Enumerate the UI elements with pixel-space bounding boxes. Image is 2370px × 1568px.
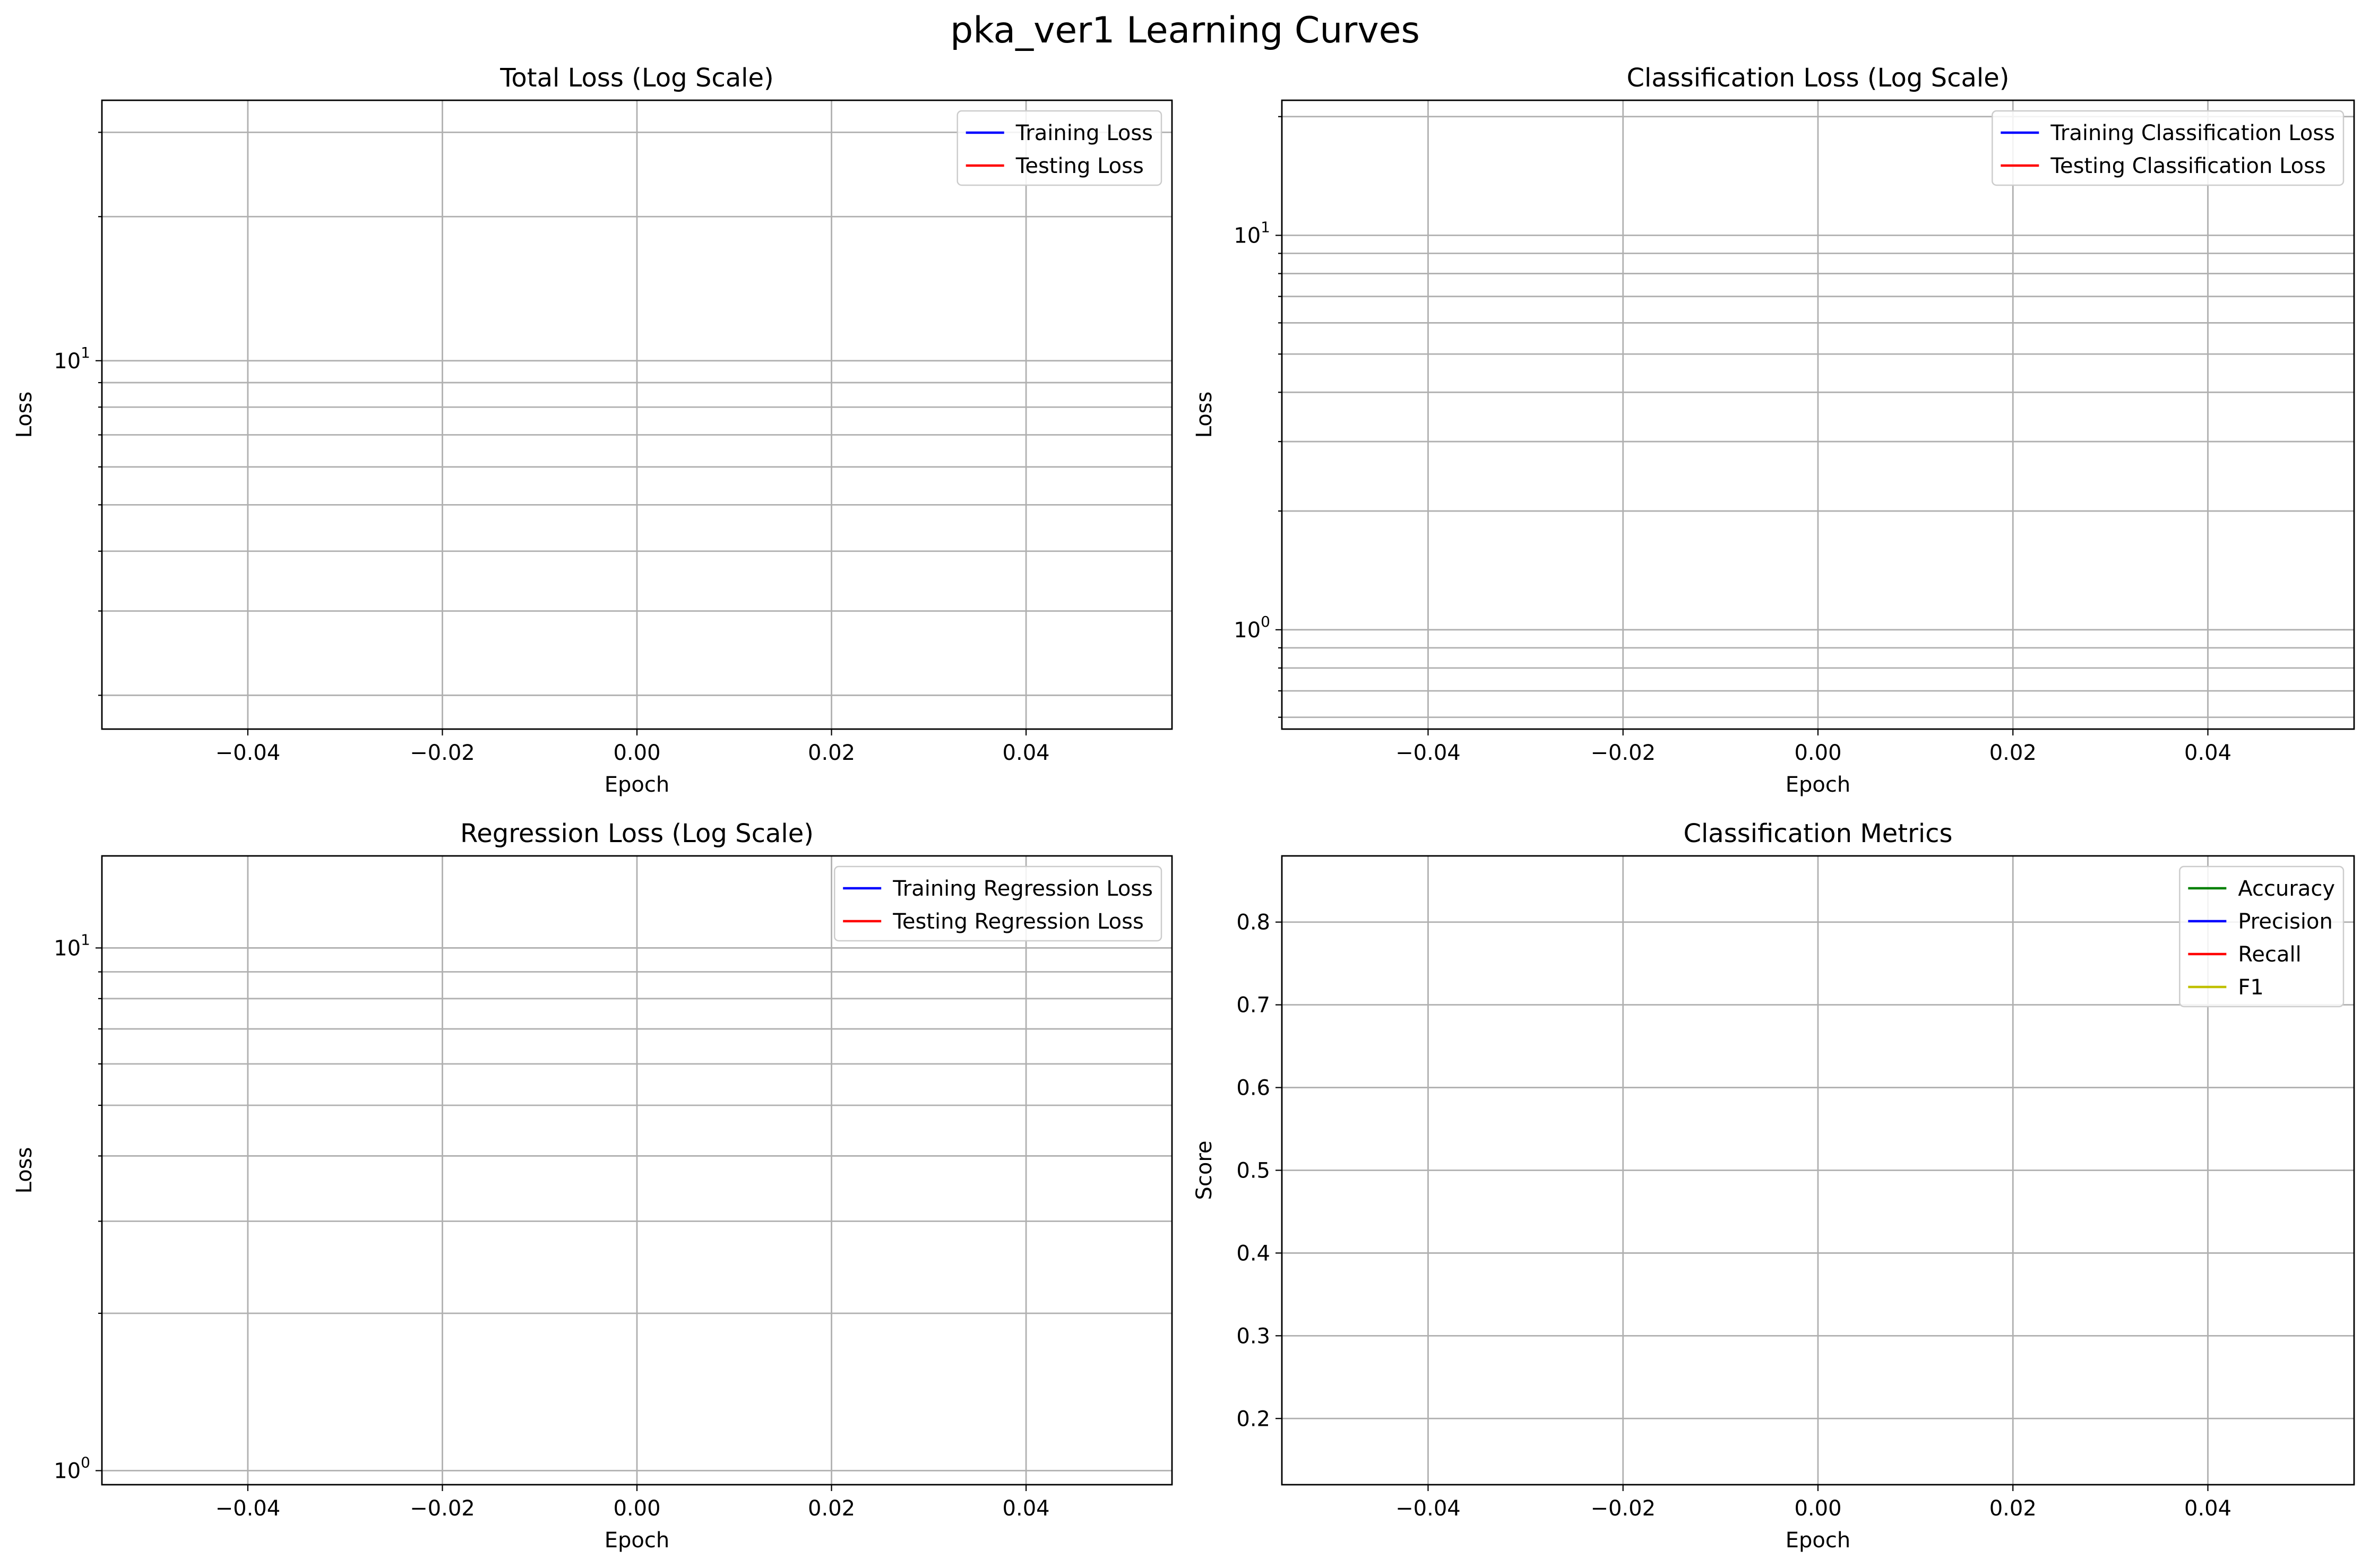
y-tick-label: 101 (54, 344, 90, 374)
x-tick-label: 0.04 (1003, 1496, 1050, 1521)
subplot-title: Total Loss (Log Scale) (499, 63, 773, 93)
figure-title: pka_ver1 Learning Curves (950, 10, 1420, 51)
x-axis-label: Epoch (1786, 1528, 1850, 1553)
legend-label-training-regression-loss: Training Regression Loss (892, 877, 1153, 901)
axes-frame (1281, 99, 2355, 730)
x-tick-label: 0.02 (1989, 1496, 2037, 1521)
subplot-total-loss-log-scale: 101 −0.04 −0.02 0.00 0.02 0.04 Total Loss (Log… (12, 63, 1173, 797)
x-tick-label: −0.04 (216, 741, 281, 765)
y-tick-label: 0.3 (1236, 1324, 1270, 1348)
x-axis-label: Epoch (605, 1528, 669, 1553)
y-tick-label: 100 (54, 1454, 90, 1484)
axes-frame (1281, 855, 2355, 1486)
x-tick-label: −0.02 (410, 741, 475, 765)
y-tick-label: 100 (1234, 613, 1270, 643)
legend-label-f1: F1 (2238, 975, 2263, 1000)
x-tick-label: −0.02 (410, 1496, 475, 1521)
y-axis-label: Score (1192, 1140, 1217, 1200)
x-tick-label: 0.02 (1989, 741, 2037, 765)
subplot-title: Classification Metrics (1683, 819, 1952, 848)
x-axis-label: Epoch (1786, 773, 1850, 797)
x-tick-label: 0.00 (613, 741, 660, 765)
y-tick-label: 101 (54, 931, 90, 960)
legend: Accuracy Precision Recall F1 (2179, 865, 2345, 1008)
legend-frame (1992, 110, 2345, 186)
x-tick-label: −0.02 (1590, 741, 1656, 765)
legend-label-precision: Precision (2238, 909, 2332, 934)
legend-label-training-loss: Training Loss (1015, 121, 1153, 145)
x-axis-label: Epoch (605, 773, 669, 797)
x-tick-label: 0.04 (2184, 1496, 2231, 1521)
legend-label-testing-regression-loss: Testing Regression Loss (892, 909, 1144, 934)
y-tick-label: 0.5 (1236, 1159, 1270, 1183)
legend: Training Loss Testing Loss (956, 110, 1162, 186)
legend-label-training-classification-loss: Training Classification Loss (2050, 121, 2335, 145)
axes-frame (101, 855, 1173, 1486)
axes-frame (101, 99, 1173, 730)
subplot-title: Regression Loss (Log Scale) (460, 819, 814, 848)
legend-label-accuracy: Accuracy (2238, 877, 2335, 901)
y-axis-label: Loss (12, 1147, 37, 1194)
x-tick-label: 0.00 (1794, 1496, 1841, 1521)
x-tick-label: −0.04 (216, 1496, 281, 1521)
legend-label-testing-loss: Testing Loss (1015, 154, 1144, 178)
legend-frame (956, 110, 1162, 186)
subplot-classification-loss-log-scale: 100 101 −0.04 −0.02 0.00 0.02 0.04 Classificati… (1192, 63, 2355, 797)
y-tick-label: 0.7 (1236, 993, 1270, 1018)
y-axis-label: Loss (1192, 392, 1217, 438)
legend-label-testing-classification-loss: Testing Classification Loss (2050, 154, 2325, 178)
y-axis-label: Loss (12, 392, 37, 438)
x-tick-label: 0.04 (2184, 741, 2231, 765)
subplot-title: Classification Loss (Log Scale) (1627, 63, 2010, 93)
legend-label-recall: Recall (2238, 942, 2301, 967)
x-tick-label: 0.00 (1794, 741, 1841, 765)
subplot-classification-metrics: 0.2 0.3 0.4 0.5 0.6 0.7 0.8 −0.04 −0.02 0.00 0.02 0… (1192, 819, 2355, 1553)
subplot-regression-loss-log-scale: 100 101 −0.04 −0.02 0.00 0.02 0.04 Regression L… (12, 819, 1173, 1553)
y-tick-label: 0.4 (1236, 1241, 1270, 1266)
legend: Training Classification Loss Testing Clas… (1992, 110, 2345, 186)
legend-frame (833, 865, 1162, 942)
legend-frame (2179, 865, 2345, 1008)
x-tick-label: 0.02 (808, 741, 855, 765)
x-tick-label: 0.04 (1003, 741, 1050, 765)
y-tick-label: 0.6 (1236, 1076, 1270, 1101)
x-tick-label: 0.00 (613, 1496, 660, 1521)
x-tick-label: −0.04 (1395, 1496, 1461, 1521)
y-tick-label: 0.2 (1236, 1407, 1270, 1431)
y-tick-label: 0.8 (1236, 911, 1270, 935)
x-tick-label: 0.02 (808, 1496, 855, 1521)
y-tick-label: 101 (1234, 219, 1270, 248)
x-tick-label: −0.02 (1590, 1496, 1656, 1521)
legend: Training Regression Loss Testing Regressi… (833, 865, 1162, 942)
x-tick-label: −0.04 (1395, 741, 1461, 765)
